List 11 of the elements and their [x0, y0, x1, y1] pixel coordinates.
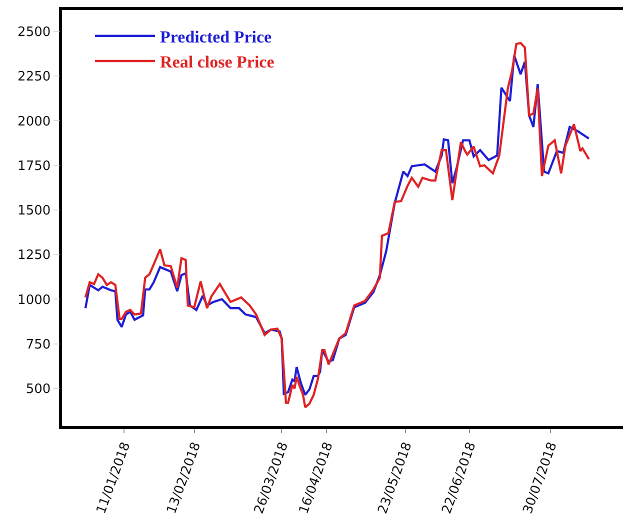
y-tick-label: 1750: [18, 158, 51, 174]
y-tick-label: 2500: [18, 24, 51, 40]
legend-label: Predicted Price: [160, 28, 272, 46]
y-tick-label: 1500: [18, 204, 51, 219]
y-tick-label: 1000: [18, 292, 51, 308]
y-tick-label: 2000: [18, 114, 51, 130]
y-tick-label: 2250: [18, 70, 51, 85]
y-tick-label: 500: [26, 382, 51, 398]
legend-label: Real close Price: [160, 52, 275, 72]
y-tick-label: 750: [26, 337, 51, 352]
y-tick-label: 1250: [18, 248, 51, 264]
